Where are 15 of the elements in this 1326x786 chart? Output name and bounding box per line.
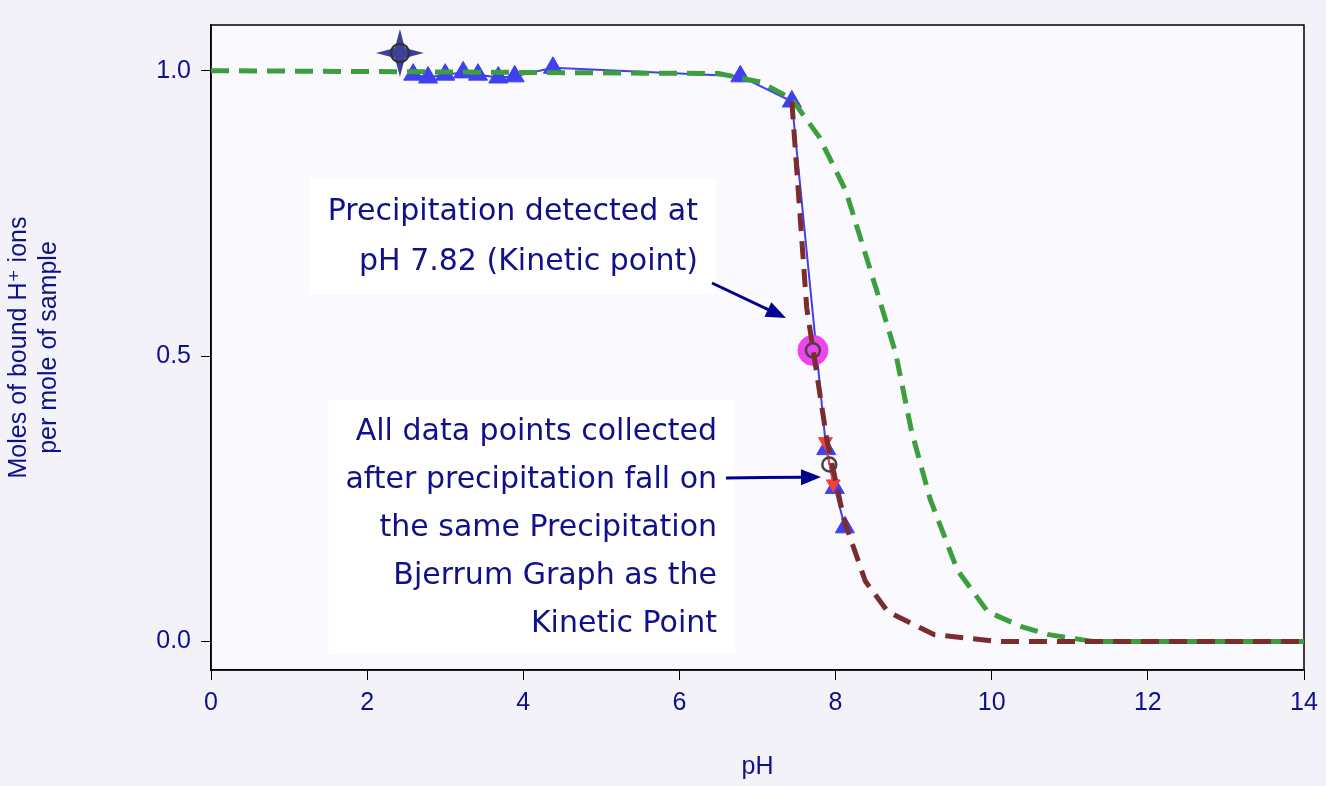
x-tick-label: 6 [672, 686, 687, 715]
y-tick-label: 0.5 [156, 339, 191, 368]
y-tick-label: 1.0 [156, 54, 191, 83]
x-tick-label: 2 [360, 686, 375, 715]
x-tick-label: 10 [977, 686, 1006, 715]
x-tick-label: 12 [1133, 686, 1162, 715]
x-tick-label: 14 [1290, 686, 1318, 715]
annotation: All data points collected after precipitation fall on the same Precipitation Bjerrum Graph as the Kinetic Point [345, 411, 718, 639]
y-axis-title: Moles of bound H⁺ ions per mole of sample [2, 216, 61, 479]
x-axis-title: pH [741, 750, 774, 779]
y-tick-label: 0.0 [156, 625, 191, 654]
annotation: Precipitation detected at pH 7.82 (Kinetic point) [327, 191, 699, 277]
x-tick-label: 0 [204, 686, 218, 715]
x-tick-label: 8 [828, 686, 843, 715]
x-tick-label: 4 [516, 686, 531, 715]
